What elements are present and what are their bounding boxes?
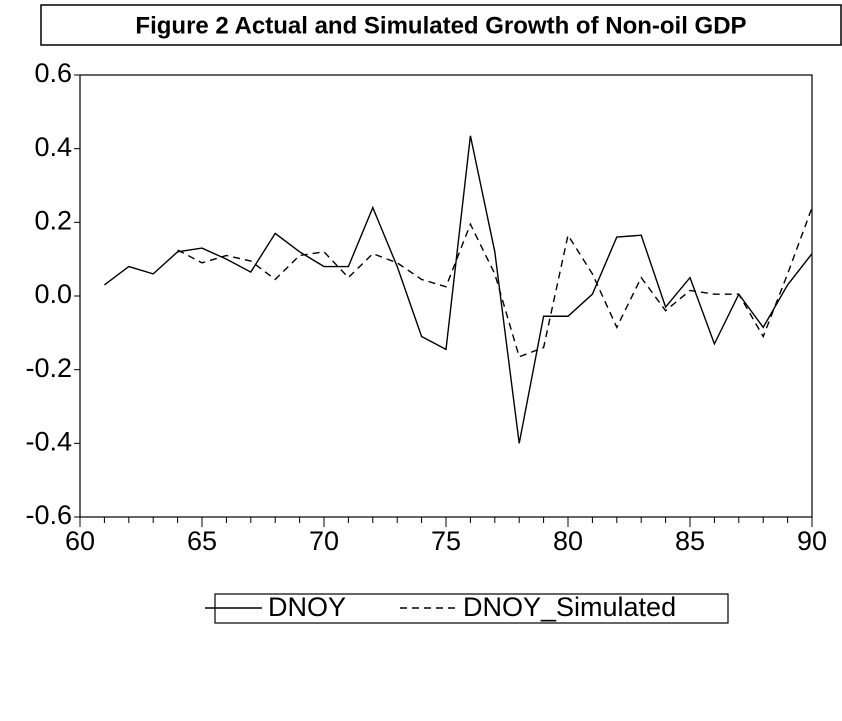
series-line: [103, 135, 813, 444]
y-tick-label: 0.6: [34, 58, 72, 88]
x-tick-label: 70: [309, 526, 339, 556]
x-tick-label: 85: [675, 526, 705, 556]
x-tick-label: 80: [553, 526, 583, 556]
x-tick-label: 75: [431, 526, 461, 556]
x-tick-label: 60: [65, 526, 95, 556]
title-box: [40, 4, 842, 46]
x-tick-label: 65: [187, 526, 217, 556]
series-line: [177, 207, 813, 358]
y-tick-label: 0.0: [34, 279, 72, 309]
y-tick-label: 0.2: [34, 205, 72, 235]
plot-frame: [79, 74, 813, 518]
y-tick-label: -0.6: [25, 500, 72, 530]
y-tick-label: -0.2: [25, 353, 72, 383]
chart-title: Figure 2 Actual and Simulated Growth of …: [135, 12, 746, 39]
x-tick-label: 90: [797, 526, 827, 556]
legend-label: DNOY_Simulated: [463, 592, 676, 622]
y-tick-label: -0.4: [25, 426, 72, 456]
legend-label: DNOY: [268, 592, 346, 622]
y-tick-label: 0.4: [34, 132, 72, 162]
